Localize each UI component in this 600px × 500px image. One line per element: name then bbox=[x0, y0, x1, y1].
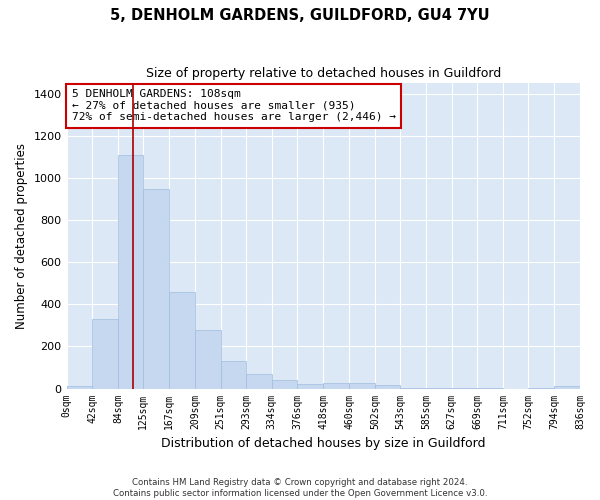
Bar bbox=[67, 386, 92, 388]
Bar bbox=[221, 361, 247, 388]
Title: Size of property relative to detached houses in Guildford: Size of property relative to detached ho… bbox=[146, 68, 501, 80]
Y-axis label: Number of detached properties: Number of detached properties bbox=[15, 143, 28, 329]
Bar bbox=[349, 384, 375, 388]
Text: 5 DENHOLM GARDENS: 108sqm
← 27% of detached houses are smaller (935)
72% of semi: 5 DENHOLM GARDENS: 108sqm ← 27% of detac… bbox=[71, 89, 395, 122]
Bar bbox=[195, 330, 221, 388]
Bar bbox=[298, 384, 323, 388]
Bar bbox=[554, 386, 580, 388]
Bar bbox=[92, 319, 118, 388]
Bar bbox=[247, 374, 272, 388]
Bar bbox=[169, 292, 195, 388]
Text: 5, DENHOLM GARDENS, GUILDFORD, GU4 7YU: 5, DENHOLM GARDENS, GUILDFORD, GU4 7YU bbox=[110, 8, 490, 22]
Bar bbox=[143, 190, 169, 388]
X-axis label: Distribution of detached houses by size in Guildford: Distribution of detached houses by size … bbox=[161, 437, 485, 450]
Bar bbox=[272, 380, 298, 388]
Bar bbox=[118, 154, 143, 388]
Text: Contains HM Land Registry data © Crown copyright and database right 2024.
Contai: Contains HM Land Registry data © Crown c… bbox=[113, 478, 487, 498]
Bar bbox=[375, 385, 400, 388]
Bar bbox=[323, 384, 349, 388]
